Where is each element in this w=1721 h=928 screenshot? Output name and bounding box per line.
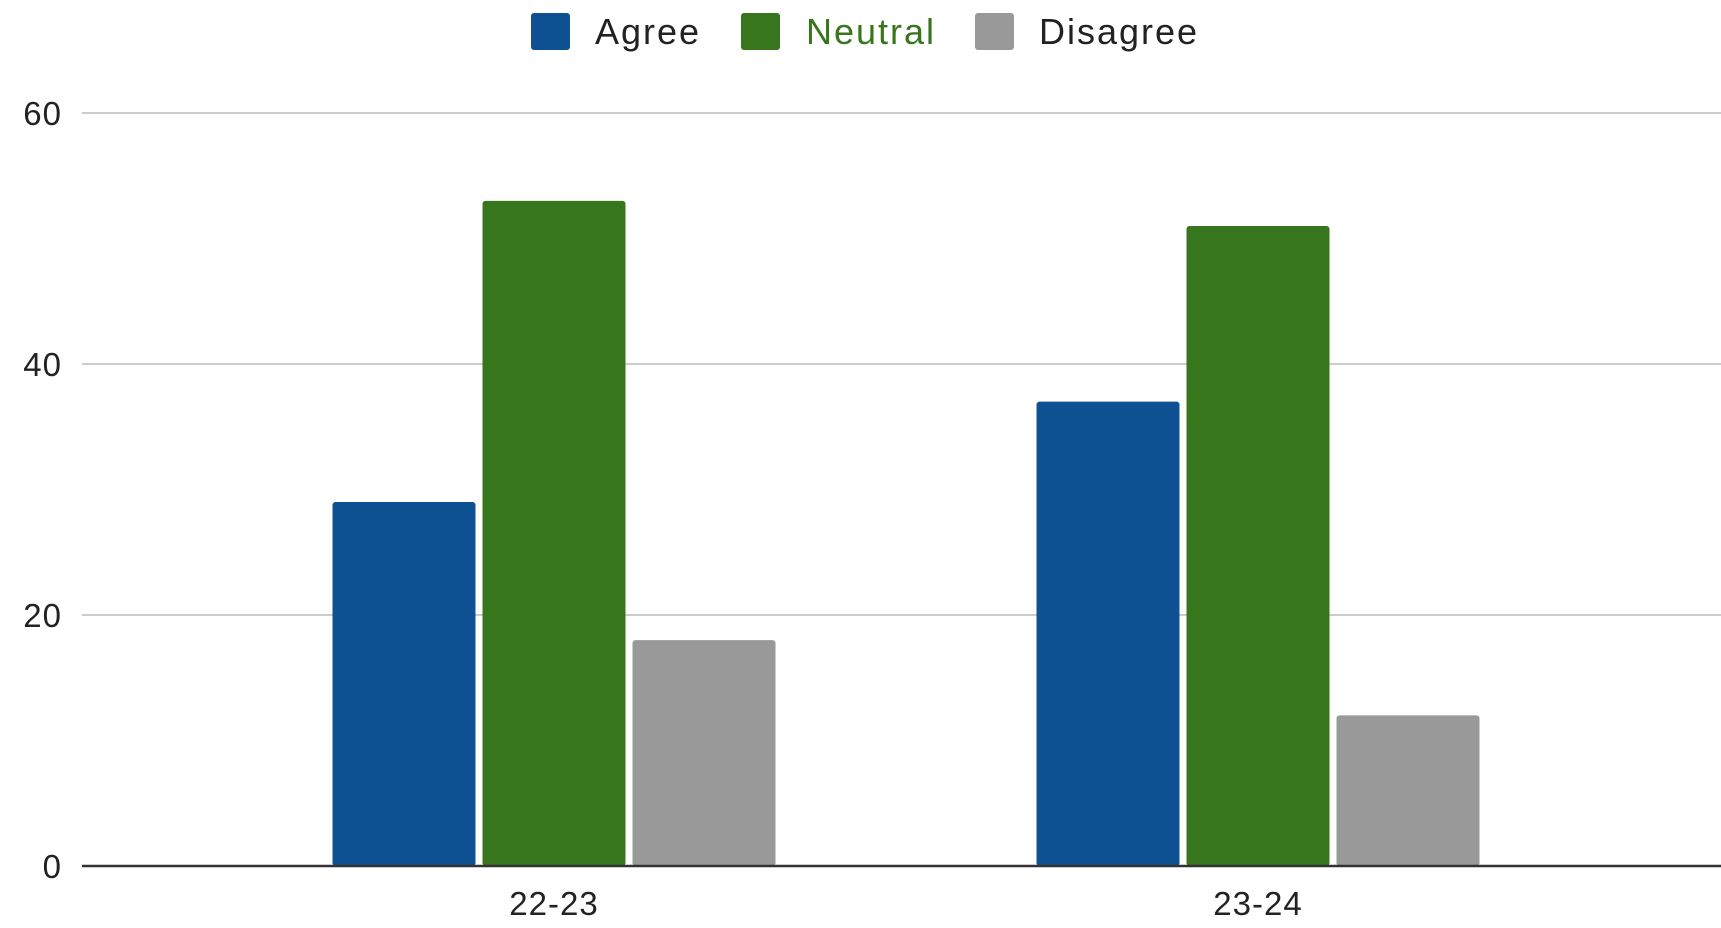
y-tick-label: 60 bbox=[23, 95, 62, 132]
x-tick-label: 22-23 bbox=[509, 885, 598, 922]
legend-swatch-neutral bbox=[741, 13, 780, 50]
legend: Agree Neutral Disagree bbox=[531, 11, 1199, 52]
bar-agree-23-24 bbox=[1036, 401, 1180, 866]
gridlines bbox=[82, 112, 1721, 616]
y-tick-label: 40 bbox=[23, 346, 62, 383]
bars bbox=[332, 200, 1480, 867]
y-axis: 0 20 40 60 bbox=[23, 95, 62, 885]
y-tick-label: 0 bbox=[43, 848, 62, 885]
bar-neutral-23-24 bbox=[1186, 225, 1330, 866]
legend-swatch-agree bbox=[531, 13, 570, 50]
legend-label-agree: Agree bbox=[595, 11, 701, 52]
legend-swatch-disagree bbox=[975, 13, 1014, 50]
y-tick-label: 20 bbox=[23, 597, 62, 634]
x-axis: 22-23 23-24 bbox=[82, 864, 1721, 922]
bar-neutral-22-23 bbox=[482, 200, 626, 867]
x-tick-label: 23-24 bbox=[1213, 885, 1302, 922]
legend-label-neutral: Neutral bbox=[806, 11, 936, 52]
bar-agree-22-23 bbox=[332, 502, 476, 866]
bar-disagree-23-24 bbox=[1336, 715, 1480, 866]
legend-label-disagree: Disagree bbox=[1039, 11, 1199, 52]
bar-disagree-22-23 bbox=[632, 640, 776, 866]
